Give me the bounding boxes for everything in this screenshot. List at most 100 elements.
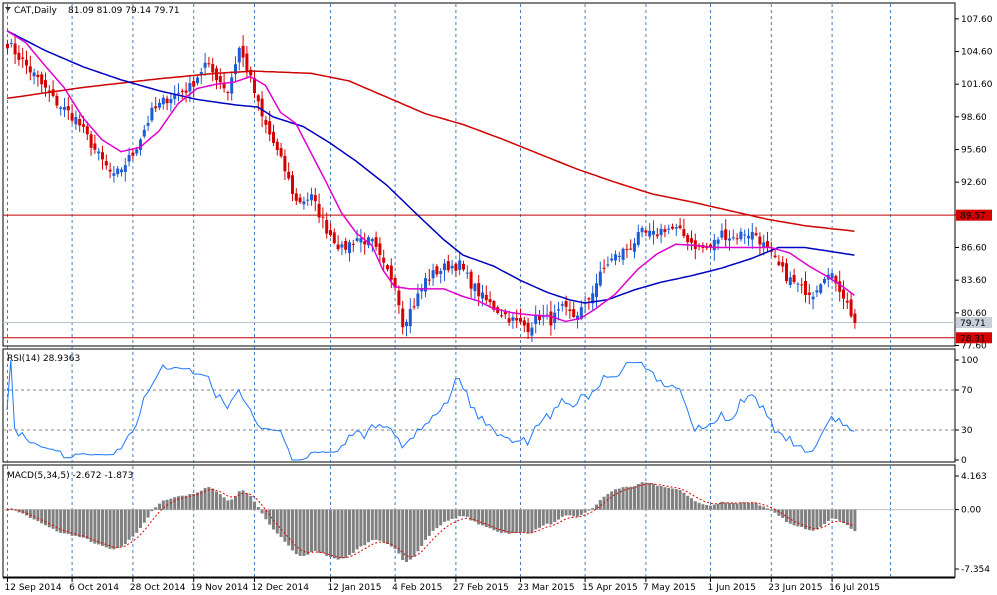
candle-body (393, 277, 397, 288)
candle-body (17, 52, 21, 60)
macd-bar (709, 505, 712, 510)
candle-body (435, 266, 439, 275)
candle-body (101, 152, 104, 160)
candle-body (674, 227, 678, 229)
ma-slow-line (6, 70, 855, 232)
candle-body (154, 106, 158, 109)
macd-bar (484, 509, 488, 528)
candle-body (302, 201, 306, 205)
candle-body (180, 90, 184, 92)
macd-bar (507, 509, 511, 534)
macd-bar (275, 509, 279, 534)
candle-body (507, 318, 511, 323)
time-tick-label: 12 Sep 2014 (5, 583, 62, 593)
macd-bar (211, 488, 215, 510)
macd-bar (378, 509, 382, 541)
macd-bar (207, 487, 211, 510)
macd-bar (655, 485, 659, 510)
ma-mid-line (6, 30, 855, 304)
candle-body (766, 241, 769, 248)
macd-bar (313, 509, 317, 551)
candle-body (663, 229, 667, 232)
candle-body (108, 169, 112, 172)
candle-body (264, 119, 268, 125)
candle-body (32, 72, 36, 77)
candle-body (55, 95, 59, 106)
candle-body (85, 126, 89, 135)
macd-bar (104, 509, 108, 548)
macd-bar (587, 509, 591, 511)
candle-body (690, 238, 693, 243)
candle-body (291, 175, 294, 194)
candle-body (629, 248, 633, 250)
macd-bar (823, 509, 826, 524)
candle-body (511, 317, 515, 321)
macd-bar (386, 509, 389, 544)
macd-bar (553, 509, 557, 523)
macd-bar (424, 509, 427, 540)
macd-bar (82, 509, 85, 538)
candle-body (256, 95, 260, 102)
candle-body (591, 293, 595, 304)
macd-bar (389, 509, 393, 547)
candle-body (598, 271, 602, 286)
chevron-down-icon[interactable] (5, 7, 11, 11)
time-tick-label: 15 Apr 2015 (582, 583, 638, 593)
candle-body (382, 257, 386, 263)
candle-body (678, 225, 682, 229)
macd-bar (348, 509, 351, 556)
macd-bar (393, 509, 397, 550)
candle-body (351, 243, 355, 245)
price-tag-label: 79.71 (960, 319, 986, 329)
macd-bar (325, 509, 329, 556)
macd-bar (583, 509, 587, 513)
macd-bar (629, 486, 633, 510)
macd-bar (663, 487, 667, 510)
price-tag (956, 332, 992, 344)
candle-body (811, 296, 815, 300)
macd-bar (610, 491, 614, 510)
macd-bar (184, 495, 188, 510)
macd-bar (849, 509, 853, 529)
candle-body (112, 173, 116, 176)
macd-bar (465, 509, 469, 517)
candle-body (838, 281, 842, 292)
candle-body (709, 244, 712, 248)
macd-bar (196, 492, 199, 510)
macd-bar (131, 509, 135, 537)
macd-bar (32, 509, 36, 520)
macd-bar (218, 494, 222, 510)
macd-bar (142, 509, 146, 523)
candle-body (287, 171, 291, 179)
macd-bar (572, 509, 576, 517)
macd-bar (47, 509, 51, 528)
candle-body (728, 238, 731, 241)
macd-bar (397, 509, 401, 554)
candle-body (275, 141, 279, 150)
candle-body (104, 161, 108, 166)
candle-body (724, 229, 728, 240)
macd-bar (598, 500, 602, 510)
macd-bar (625, 486, 629, 510)
price-tick-label: 98.60 (961, 113, 987, 123)
candle-body (44, 80, 47, 88)
macd-bar (731, 502, 735, 510)
candle-body (131, 152, 135, 156)
candle-body (712, 239, 716, 251)
candle-body (336, 244, 340, 250)
candle-body (325, 219, 329, 234)
macd-bar (747, 502, 750, 510)
macd-bar (416, 509, 420, 552)
macd-bar (807, 509, 811, 531)
candle-body (614, 254, 617, 261)
candle-body (150, 107, 154, 121)
candle-body (568, 309, 572, 312)
candle-body (40, 74, 44, 85)
candle-body (522, 320, 526, 326)
time-tick-label: 12 Jan 2015 (328, 583, 382, 593)
macd-bar (743, 502, 747, 510)
candle-body (199, 71, 203, 75)
candle-body (226, 92, 230, 94)
macd-bar (268, 509, 272, 525)
